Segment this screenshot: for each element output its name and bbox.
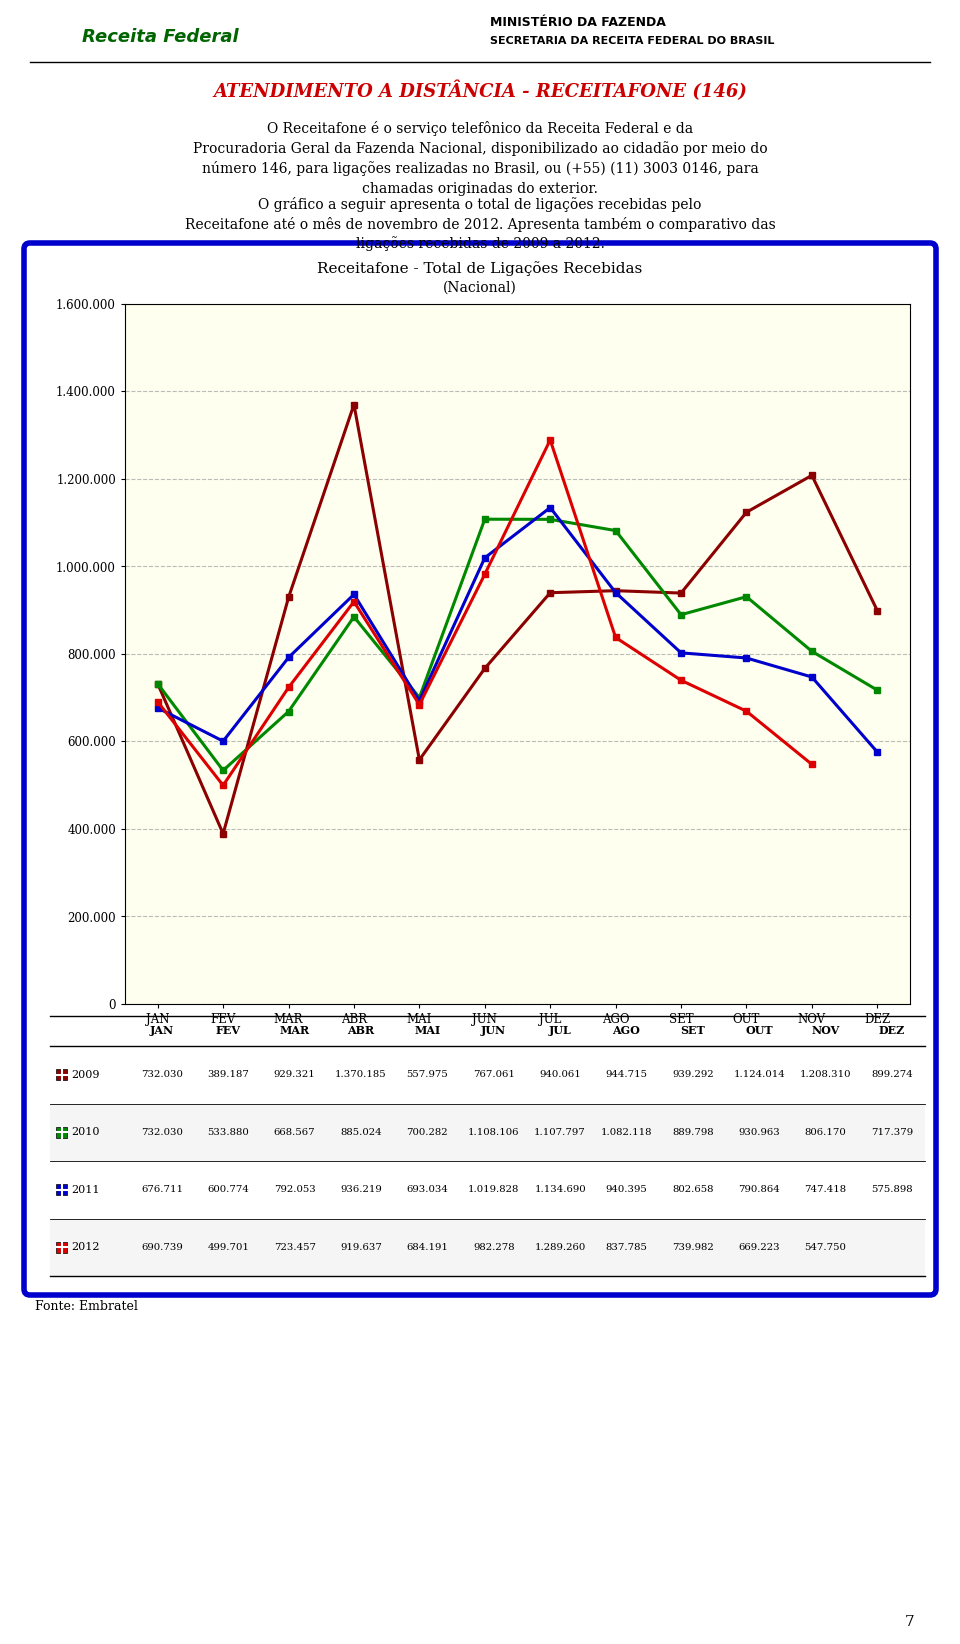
Text: 684.191: 684.191	[406, 1243, 448, 1251]
Text: 919.637: 919.637	[340, 1243, 382, 1251]
Text: ABR: ABR	[348, 1026, 374, 1036]
Text: 732.030: 732.030	[141, 1070, 183, 1078]
Text: 940.395: 940.395	[606, 1185, 647, 1194]
Text: SET: SET	[681, 1026, 706, 1036]
Bar	[56, 1126, 67, 1138]
Text: MINISTÉRIO DA FAZENDA: MINISTÉRIO DA FAZENDA	[490, 16, 666, 30]
Text: 1.134.690: 1.134.690	[535, 1185, 586, 1194]
Text: 889.798: 889.798	[672, 1128, 713, 1136]
Text: 717.379: 717.379	[871, 1128, 913, 1136]
Text: 533.880: 533.880	[207, 1128, 250, 1136]
Text: 700.282: 700.282	[406, 1128, 448, 1136]
Text: chamadas originadas do exterior.: chamadas originadas do exterior.	[362, 182, 598, 196]
Text: 767.061: 767.061	[472, 1070, 515, 1078]
Text: JAN: JAN	[150, 1026, 174, 1036]
Text: Procuradoria Geral da Fazenda Nacional, disponibilizado ao cidadão por meio do: Procuradoria Geral da Fazenda Nacional, …	[193, 141, 767, 156]
Text: O gráfico a seguir apresenta o total de ligações recebidas pelo: O gráfico a seguir apresenta o total de …	[258, 197, 702, 212]
Text: Receita Federal: Receita Federal	[82, 28, 238, 46]
Text: 929.321: 929.321	[274, 1070, 316, 1078]
Text: 2011: 2011	[71, 1185, 100, 1195]
Text: OUT: OUT	[745, 1026, 773, 1036]
Text: 557.975: 557.975	[406, 1070, 448, 1078]
Text: 723.457: 723.457	[274, 1243, 316, 1251]
Text: JUN: JUN	[481, 1026, 506, 1036]
Text: 939.292: 939.292	[672, 1070, 713, 1078]
Text: NOV: NOV	[811, 1026, 840, 1036]
Text: 547.750: 547.750	[804, 1243, 847, 1251]
Text: ATENDIMENTO A DISTÂNCIA - RECEITAFONE (146): ATENDIMENTO A DISTÂNCIA - RECEITAFONE (1…	[213, 81, 747, 102]
Text: 690.739: 690.739	[141, 1243, 182, 1251]
Bar	[56, 1069, 67, 1080]
Text: 2012: 2012	[71, 1243, 100, 1253]
Text: MAR: MAR	[279, 1026, 310, 1036]
Text: Fonte: Embratel: Fonte: Embratel	[35, 1299, 138, 1312]
Text: 940.061: 940.061	[540, 1070, 581, 1078]
Text: SECRETARIA DA RECEITA FEDERAL DO BRASIL: SECRETARIA DA RECEITA FEDERAL DO BRASIL	[490, 36, 775, 46]
Text: 1.208.310: 1.208.310	[800, 1070, 852, 1078]
Text: 693.034: 693.034	[406, 1185, 448, 1194]
Text: 1.107.797: 1.107.797	[534, 1128, 586, 1136]
Text: 676.711: 676.711	[141, 1185, 183, 1194]
Text: 600.774: 600.774	[207, 1185, 250, 1194]
Text: ligações recebidas de 2009 a 2012.: ligações recebidas de 2009 a 2012.	[355, 237, 605, 252]
Text: 899.274: 899.274	[871, 1070, 913, 1078]
Text: 669.223: 669.223	[738, 1243, 780, 1251]
Text: 389.187: 389.187	[207, 1070, 250, 1078]
Text: 747.418: 747.418	[804, 1185, 847, 1194]
Text: Receitafone - Total de Ligações Recebidas: Receitafone - Total de Ligações Recebida…	[318, 261, 642, 276]
Text: 885.024: 885.024	[340, 1128, 382, 1136]
Text: 790.864: 790.864	[738, 1185, 780, 1194]
Text: 739.982: 739.982	[672, 1243, 713, 1251]
Text: 837.785: 837.785	[606, 1243, 647, 1251]
Text: O Receitafone é o serviço telefônico da Receita Federal e da: O Receitafone é o serviço telefônico da …	[267, 122, 693, 136]
Text: JUL: JUL	[549, 1026, 571, 1036]
Text: 936.219: 936.219	[340, 1185, 382, 1194]
Text: 575.898: 575.898	[871, 1185, 913, 1194]
Bar	[50, 1218, 925, 1276]
Text: 802.658: 802.658	[672, 1185, 713, 1194]
Text: 1.124.014: 1.124.014	[733, 1070, 785, 1078]
Text: FEV: FEV	[216, 1026, 241, 1036]
FancyBboxPatch shape	[24, 243, 936, 1295]
Text: 1.019.828: 1.019.828	[468, 1185, 519, 1194]
Text: 7: 7	[905, 1614, 915, 1629]
Text: 668.567: 668.567	[274, 1128, 316, 1136]
Text: 982.278: 982.278	[473, 1243, 515, 1251]
Text: MAI: MAI	[414, 1026, 441, 1036]
Text: 930.963: 930.963	[738, 1128, 780, 1136]
Bar	[50, 1046, 925, 1103]
Text: número 146, para ligações realizadas no Brasil, ou (+55) (11) 3003 0146, para: número 146, para ligações realizadas no …	[202, 161, 758, 176]
Text: (Nacional): (Nacional)	[444, 281, 516, 294]
Text: 732.030: 732.030	[141, 1128, 183, 1136]
Text: AGO: AGO	[612, 1026, 640, 1036]
Text: DEZ: DEZ	[878, 1026, 905, 1036]
Bar	[50, 1161, 925, 1218]
Text: 1.108.106: 1.108.106	[468, 1128, 519, 1136]
Text: 1.370.185: 1.370.185	[335, 1070, 387, 1078]
Text: 792.053: 792.053	[274, 1185, 316, 1194]
Text: 1.082.118: 1.082.118	[601, 1128, 652, 1136]
Text: 2009: 2009	[71, 1070, 100, 1080]
Text: 2010: 2010	[71, 1128, 100, 1138]
Bar	[50, 1103, 925, 1161]
Text: 499.701: 499.701	[207, 1243, 250, 1251]
Text: 1.289.260: 1.289.260	[535, 1243, 586, 1251]
Bar	[56, 1241, 67, 1253]
Text: 806.170: 806.170	[804, 1128, 847, 1136]
Text: 944.715: 944.715	[606, 1070, 647, 1078]
Bar	[56, 1184, 67, 1195]
Text: Receitafone até o mês de novembro de 2012. Apresenta também o comparativo das: Receitafone até o mês de novembro de 201…	[184, 217, 776, 232]
